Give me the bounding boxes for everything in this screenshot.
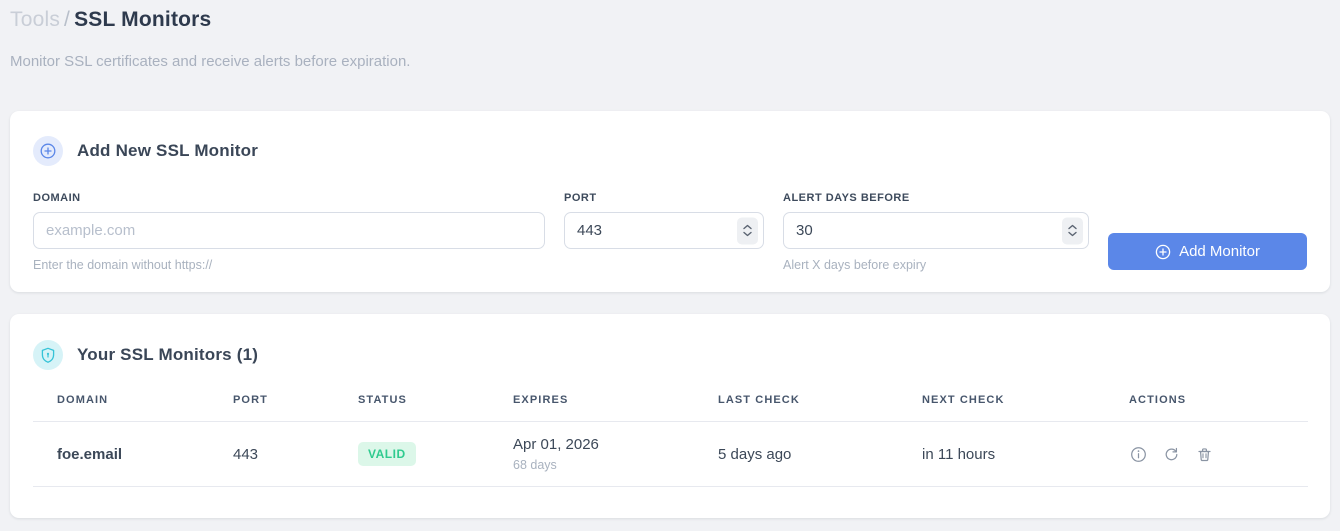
domain-input[interactable]	[33, 212, 545, 249]
header-port: PORT	[209, 386, 334, 422]
domain-hint: Enter the domain without https://	[33, 258, 213, 272]
monitor-domain: foe.email	[33, 421, 209, 487]
chevron-up-icon	[743, 224, 752, 230]
monitor-port: 443	[209, 421, 334, 487]
header-expires: EXPIRES	[489, 386, 694, 422]
add-card-title: Add New SSL Monitor	[77, 141, 259, 160]
shield-keyhole-icon	[33, 340, 63, 370]
breadcrumb-section[interactable]: Tools	[10, 8, 61, 31]
add-monitor-card: Add New SSL Monitor DOMAIN Enter the dom…	[10, 111, 1330, 292]
monitor-next-check: in 11 hours	[898, 421, 1105, 487]
table-header-row: DOMAIN PORT STATUS EXPIRES LAST CHECK NE…	[33, 386, 1308, 422]
header-status: STATUS	[334, 386, 489, 422]
port-input[interactable]	[564, 212, 764, 249]
table-row: foe.email 443 VALID Apr 01, 2026 68 days…	[33, 421, 1308, 487]
info-icon	[1130, 446, 1146, 462]
port-label: PORT	[564, 192, 597, 204]
chevron-down-icon	[1068, 231, 1077, 237]
refresh-icon	[1165, 447, 1177, 460]
trash-icon	[1197, 447, 1211, 461]
header-actions: ACTIONS	[1105, 386, 1308, 422]
alert-days-stepper[interactable]	[1062, 217, 1083, 244]
monitors-card: Your SSL Monitors (1) DOMAIN PORT STATUS…	[10, 314, 1330, 518]
page-subtitle: Monitor SSL certificates and receive ale…	[10, 53, 411, 70]
header-domain: DOMAIN	[33, 386, 209, 422]
page-title: SSL Monitors	[74, 8, 212, 31]
add-card-header: Add New SSL Monitor	[33, 136, 1307, 166]
status-badge: VALID	[358, 442, 416, 466]
port-field-group: PORT	[564, 192, 764, 249]
refresh-button[interactable]	[1162, 445, 1180, 463]
monitors-card-title: Your SSL Monitors (1)	[77, 345, 259, 364]
domain-label: DOMAIN	[33, 192, 81, 204]
add-monitor-form: DOMAIN Enter the domain without https://…	[33, 192, 1307, 272]
breadcrumb: Tools / SSL Monitors	[10, 8, 1330, 32]
domain-field-group: DOMAIN Enter the domain without https://	[33, 192, 545, 272]
delete-button[interactable]	[1195, 445, 1213, 463]
breadcrumb-separator: /	[64, 8, 71, 31]
row-actions	[1129, 445, 1308, 463]
monitor-last-check: 5 days ago	[694, 421, 898, 487]
expires-remaining: 68 days	[513, 458, 557, 472]
header-last-check: LAST CHECK	[694, 386, 898, 422]
alert-days-label: ALERT DAYS BEFORE	[783, 192, 910, 204]
header-next-check: NEXT CHECK	[898, 386, 1105, 422]
monitors-card-header: Your SSL Monitors (1)	[33, 340, 1308, 370]
expires-date: Apr 01, 2026	[513, 436, 599, 453]
port-stepper[interactable]	[737, 217, 758, 244]
chevron-down-icon	[743, 231, 752, 237]
submit-column: Add Monitor	[1108, 233, 1307, 270]
monitor-expires-cell: Apr 01, 2026 68 days	[489, 421, 694, 487]
alert-days-input[interactable]	[783, 212, 1089, 249]
plus-circle-icon	[1155, 244, 1171, 259]
alert-days-field-group: ALERT DAYS BEFORE Alert X days before ex…	[783, 192, 1089, 272]
info-button[interactable]	[1129, 445, 1147, 463]
monitor-status-cell: VALID	[334, 421, 489, 487]
alert-days-hint: Alert X days before expiry	[783, 258, 927, 272]
monitor-actions-cell	[1105, 421, 1308, 487]
plus-circle-icon	[33, 136, 63, 166]
add-monitor-button-label: Add Monitor	[1179, 243, 1260, 260]
add-monitor-button[interactable]: Add Monitor	[1108, 233, 1307, 270]
monitors-table: DOMAIN PORT STATUS EXPIRES LAST CHECK NE…	[33, 386, 1308, 487]
chevron-up-icon	[1068, 224, 1077, 230]
